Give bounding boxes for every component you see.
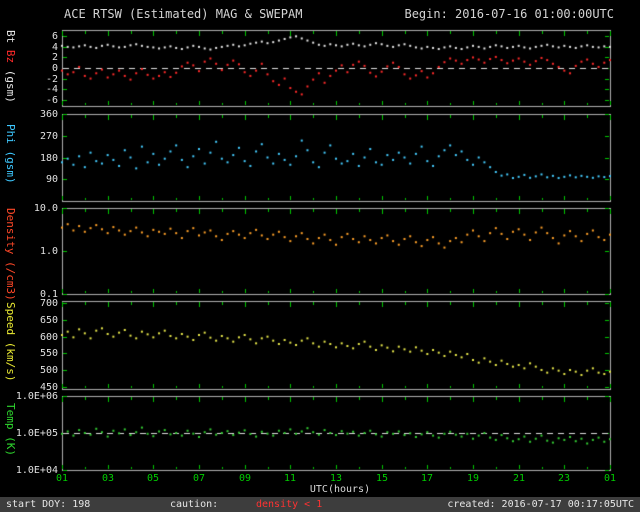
- y-axis-label-part: (/cm3): [4, 260, 17, 308]
- x-tick-label: 19: [466, 473, 480, 484]
- x-tick-label: 03: [101, 473, 115, 484]
- y-tick-label: 2: [51, 51, 58, 63]
- start-doy-label: start DOY: 198: [6, 499, 91, 510]
- x-tick-label: 15: [375, 473, 389, 484]
- created-timestamp: created: 2016-07-17 00:17:05UTC: [447, 499, 634, 510]
- y-axis-label-part: Phi: [4, 124, 17, 151]
- x-axis-title: UTC(hours): [309, 484, 371, 495]
- y-tick-label: 600: [39, 331, 58, 343]
- y-tick-label: 0.1: [39, 288, 58, 300]
- y-axis-label-phi: Phi (gsm): [3, 114, 18, 201]
- y-tick-label: 6: [51, 30, 58, 42]
- y-axis-label-part: Speed: [4, 301, 17, 342]
- y-tick-label: 550: [39, 347, 58, 359]
- plot-title: ACE RTSW (Estimated) MAG & SWEPAM: [64, 7, 303, 21]
- caution-label: caution:: [170, 499, 219, 510]
- y-tick-label: 180: [39, 152, 58, 164]
- status-bar: start DOY: 198 caution: density < 1 crea…: [0, 497, 640, 512]
- y-tick-label: -4: [45, 83, 58, 95]
- y-axis-label-temp: Temp (K): [3, 396, 18, 470]
- y-tick-label: -2: [45, 73, 58, 85]
- x-tick-label: 05: [146, 473, 160, 484]
- y-tick-label: 450: [39, 381, 58, 393]
- x-tick-label: 23: [557, 473, 571, 484]
- x-tick-label: 07: [192, 473, 206, 484]
- x-tick-label: 01: [603, 473, 617, 484]
- y-axis-label-part: (K): [4, 436, 17, 463]
- y-tick-label: 500: [39, 364, 58, 376]
- y-axis-label-part: (km/s): [4, 341, 17, 389]
- y-axis-label-part: Bt: [4, 30, 17, 50]
- y-axis-label-part: (gsm): [4, 150, 17, 191]
- y-tick-label: 700: [39, 297, 58, 309]
- y-tick-label: 10.0: [33, 202, 58, 214]
- y-axis-label-density: Density (/cm3): [3, 208, 18, 301]
- y-axis-label-part: Density: [4, 208, 17, 261]
- x-tick-label: 13: [329, 473, 343, 484]
- y-tick-label: 1.0E+04: [15, 464, 58, 476]
- y-axis-label-mag: Bt Bz (gsm): [3, 30, 18, 106]
- y-axis-label-part: Bz: [4, 49, 17, 70]
- y-tick-label: 1.0: [39, 245, 58, 257]
- y-tick-label: 360: [39, 108, 58, 120]
- y-axis-label-part: Temp: [4, 403, 17, 437]
- x-tick-label: 09: [238, 473, 252, 484]
- x-tick-label: 21: [512, 473, 526, 484]
- y-tick-label: 1.0E+05: [15, 427, 58, 439]
- x-tick-label: 11: [283, 473, 297, 484]
- y-axis-label-speed: Speed (km/s): [3, 301, 18, 389]
- y-tick-label: 1.0E+06: [15, 390, 58, 402]
- y-tick-label: 4: [51, 41, 58, 53]
- y-axis-label-part: (gsm): [4, 69, 17, 110]
- y-tick-label: 0: [51, 62, 58, 74]
- y-tick-label: 270: [39, 130, 58, 142]
- y-tick-label: 90: [45, 173, 58, 185]
- y-tick-label: 650: [39, 314, 58, 326]
- begin-timestamp: Begin: 2016-07-16 01:00:00UTC: [404, 7, 614, 21]
- caution-value: density < 1: [256, 499, 323, 510]
- x-tick-label: 17: [420, 473, 434, 484]
- y-tick-label: -6: [45, 94, 58, 106]
- x-tick-label: 01: [55, 473, 69, 484]
